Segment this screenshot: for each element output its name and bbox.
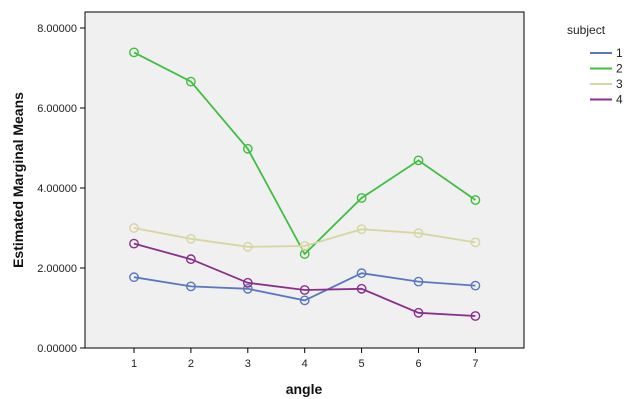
- legend-item-3: 3: [590, 77, 623, 91]
- y-tick-label: 6.00000: [37, 103, 77, 115]
- series-2: [129, 47, 481, 259]
- data-point: [299, 285, 310, 295]
- data-point: [413, 155, 424, 166]
- series-layer: [129, 47, 481, 321]
- data-point: [413, 307, 424, 318]
- x-tick-label: 2: [188, 358, 194, 370]
- data-point: [242, 241, 253, 252]
- x-tick-label: 3: [245, 358, 251, 370]
- series-line-1: [133, 272, 476, 302]
- x-tick-label: 6: [415, 358, 421, 370]
- x-axis-title: angle: [286, 381, 323, 397]
- data-point: [356, 268, 367, 279]
- data-point: [356, 224, 367, 235]
- data-point: [129, 272, 139, 283]
- data-point: [299, 241, 310, 251]
- y-tick-label: 0.00000: [37, 343, 77, 355]
- x-tick-label: 5: [359, 358, 365, 370]
- data-point: [185, 76, 196, 87]
- data-point: [129, 238, 139, 249]
- y-axis: 0.00000 2.00000 4.00000 6.00000 8.00000: [37, 23, 85, 355]
- data-point: [356, 283, 367, 294]
- x-axis: 1 2 3 4 5 6 7: [131, 348, 478, 370]
- legend-label: 4: [616, 93, 623, 107]
- data-point: [470, 280, 481, 291]
- series-4: [129, 238, 481, 321]
- data-point: [413, 276, 424, 287]
- legend-item-4: 4: [590, 93, 623, 107]
- y-tick-label: 4.00000: [37, 183, 77, 195]
- x-tick-label: 1: [131, 358, 137, 370]
- series-line-4: [133, 242, 476, 317]
- series-line-3: [133, 227, 476, 248]
- data-point: [242, 283, 253, 294]
- series-1: [129, 268, 481, 306]
- x-tick-label: 4: [302, 358, 308, 370]
- legend-title: subject: [567, 23, 606, 37]
- data-point: [299, 295, 310, 306]
- data-point: [185, 233, 196, 244]
- data-point: [242, 277, 253, 288]
- data-point: [356, 193, 367, 203]
- data-point: [470, 195, 481, 205]
- data-point: [413, 228, 424, 239]
- data-point: [242, 143, 253, 154]
- data-point: [185, 281, 196, 292]
- legend-label: 3: [616, 77, 623, 91]
- data-point: [129, 47, 139, 58]
- y-axis-title: Estimated Marginal Means: [10, 92, 26, 268]
- data-point: [470, 237, 481, 248]
- series-line-2: [133, 51, 476, 256]
- data-point: [129, 223, 139, 233]
- y-tick-label: 2.00000: [37, 263, 77, 275]
- x-tick-label: 7: [472, 358, 478, 370]
- legend-item-1: 1: [590, 46, 623, 60]
- series-3: [129, 223, 481, 252]
- legend-label: 2: [616, 62, 623, 76]
- legend-item-2: 2: [590, 62, 623, 76]
- plot-area: [84, 11, 525, 349]
- data-point: [185, 254, 196, 265]
- y-tick-label: 8.00000: [37, 23, 77, 35]
- legend: subject 1 23 4: [567, 23, 623, 107]
- data-point: [470, 311, 481, 321]
- legend-label: 1: [616, 46, 623, 60]
